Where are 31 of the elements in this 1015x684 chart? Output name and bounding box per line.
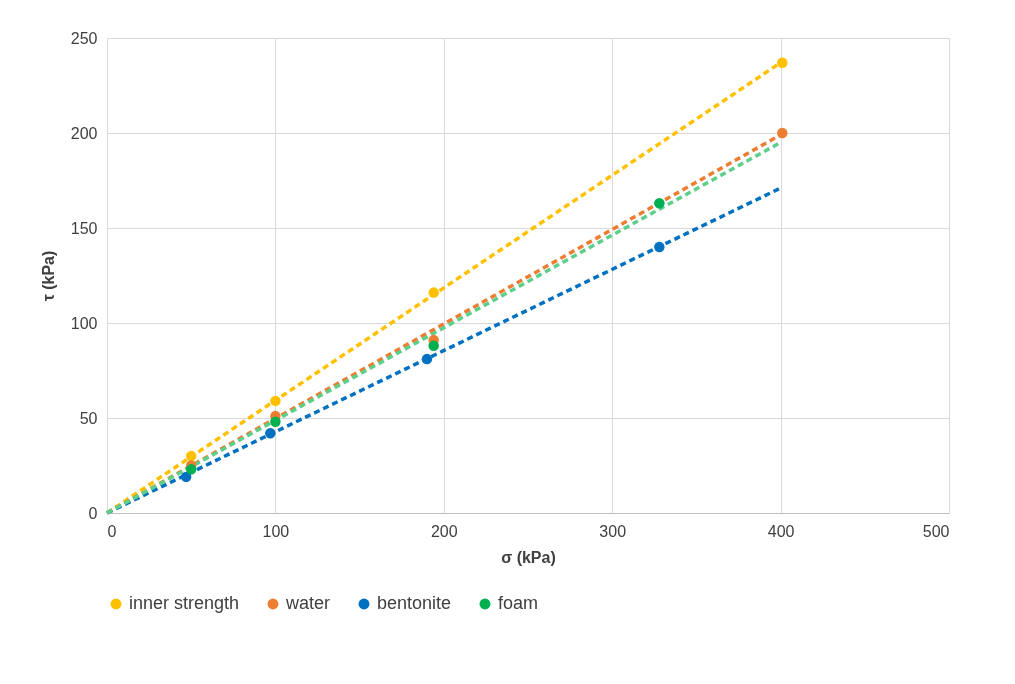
legend-label: foam: [498, 593, 539, 613]
point: [654, 241, 665, 253]
legend-label: inner strength: [129, 593, 240, 613]
x-axis-title: σ (kPa): [501, 548, 556, 566]
point: [654, 198, 665, 209]
y-tick-label: 150: [70, 219, 98, 237]
point: [428, 287, 439, 298]
x-tick-label: 500: [922, 522, 950, 540]
point: [265, 427, 276, 439]
point: [185, 450, 197, 462]
y-tick-label: 200: [70, 124, 98, 142]
y-tick-label: 100: [70, 314, 98, 332]
point: [777, 127, 788, 139]
y-axis-title: τ (kPa): [39, 250, 57, 302]
y-tick-label: 0: [88, 504, 98, 522]
x-tick-label: 200: [430, 522, 458, 540]
x-tick-label: 100: [262, 522, 290, 540]
point: [270, 416, 281, 428]
point: [185, 464, 197, 475]
x-tick-label: 300: [599, 522, 627, 540]
x-tick-label: 0: [107, 522, 117, 540]
point: [777, 57, 788, 68]
point: [180, 471, 192, 483]
x-tick-label: 400: [767, 522, 795, 540]
point: [428, 340, 439, 352]
point: [270, 395, 281, 407]
legend-label: bentonite: [377, 593, 452, 613]
y-tick-label: 250: [70, 29, 98, 47]
point: [421, 353, 433, 365]
y-tick-label: 50: [79, 409, 98, 427]
legend-label: water: [285, 593, 331, 613]
